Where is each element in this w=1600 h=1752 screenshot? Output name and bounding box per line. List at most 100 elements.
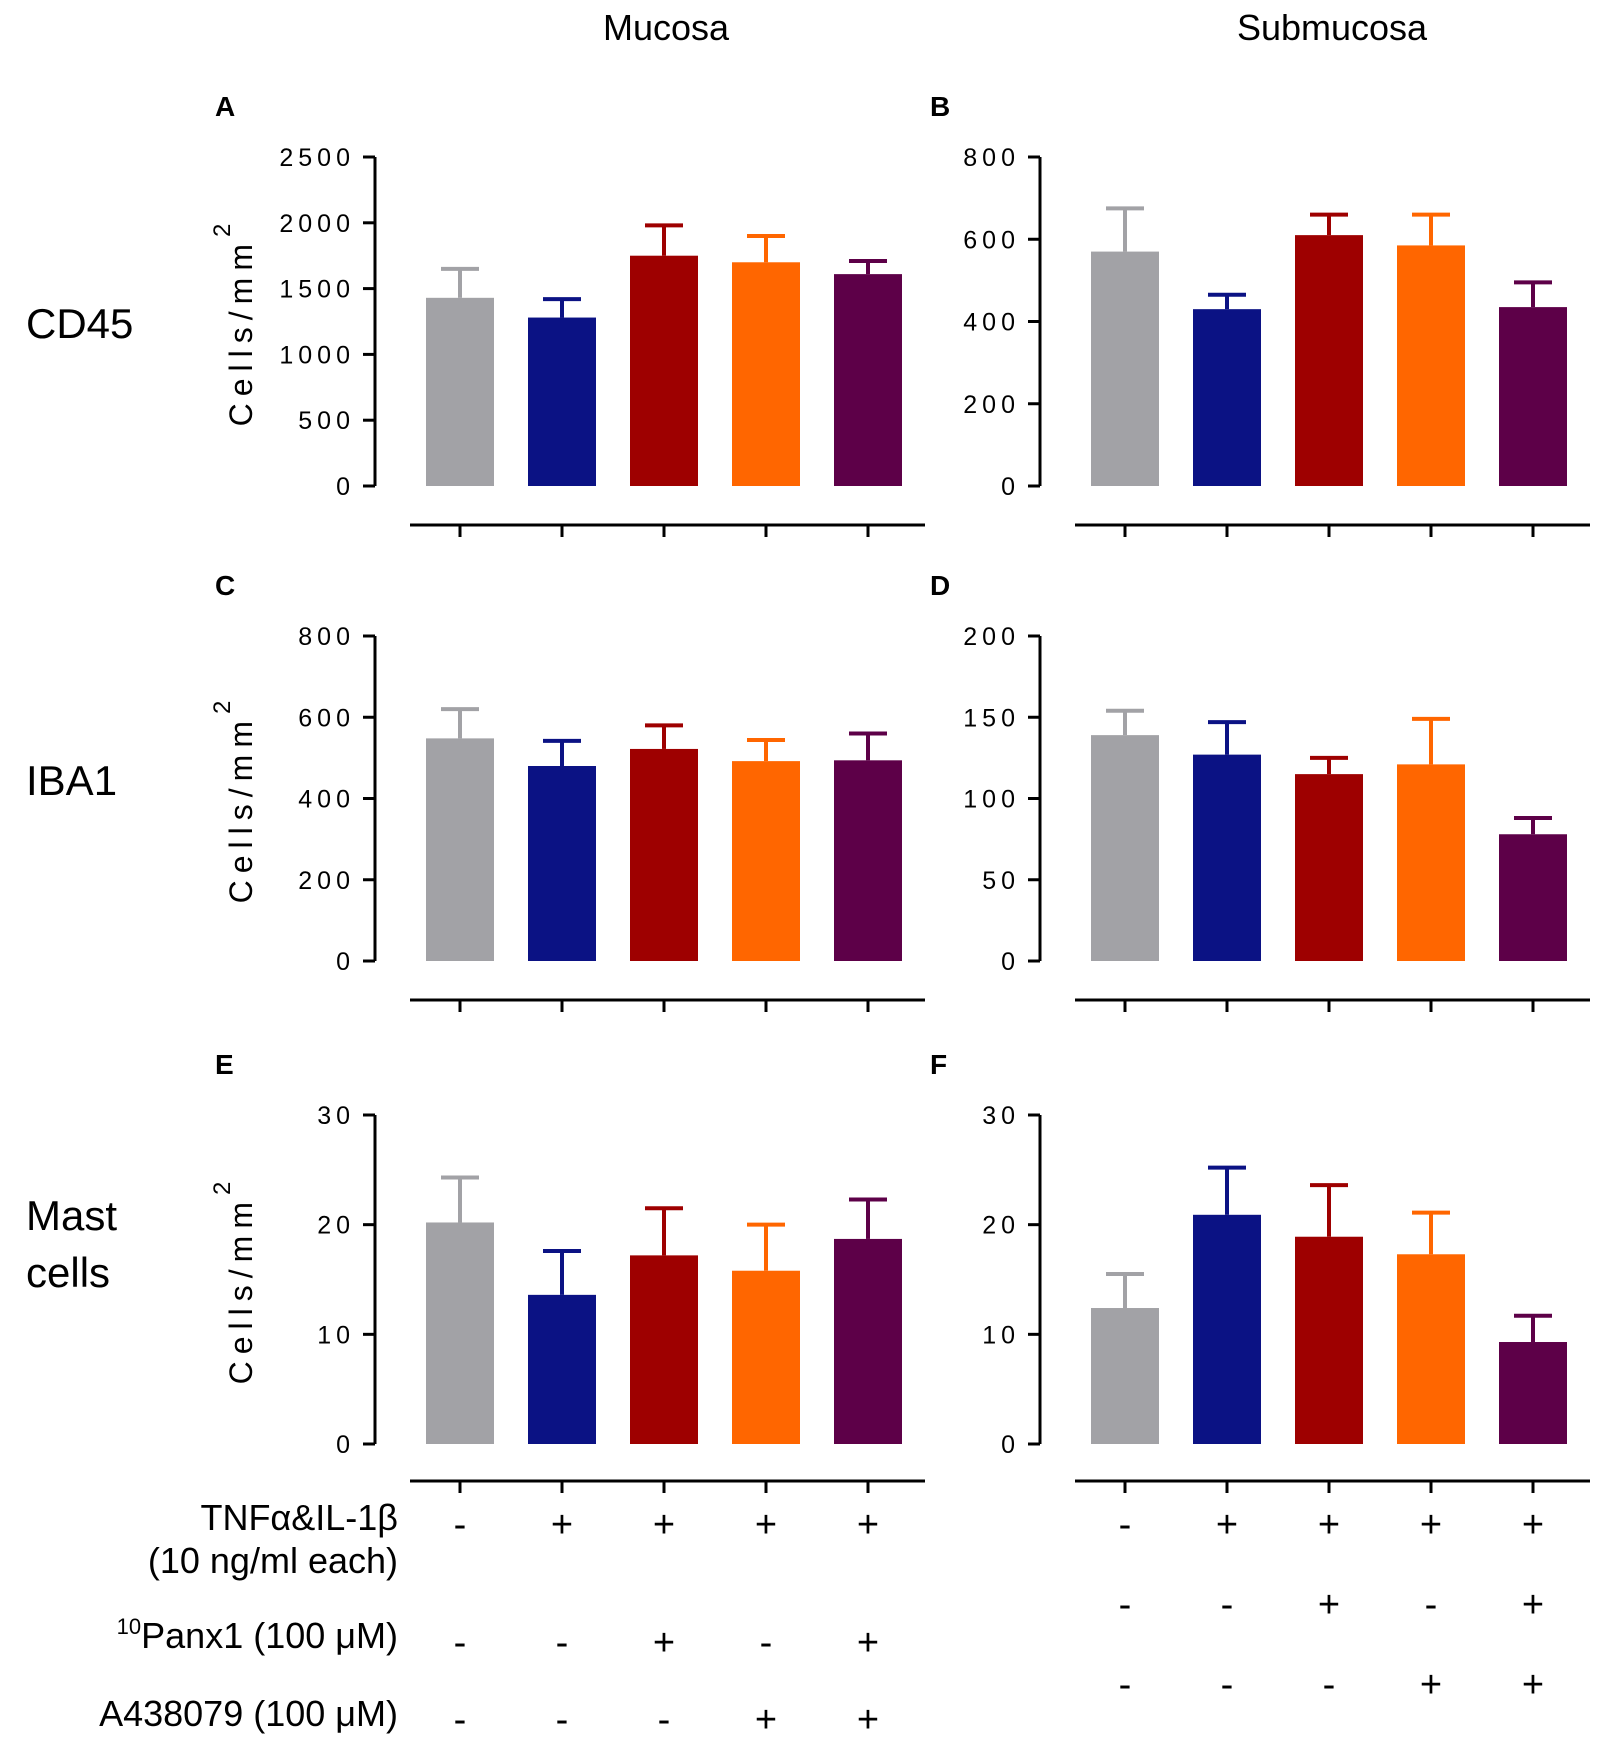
row-title-text: CD45	[26, 300, 133, 347]
y-tick-label: 150	[963, 704, 1020, 732]
bar	[1397, 245, 1465, 486]
treatment-sign: -	[1425, 1584, 1438, 1626]
treatment-sign: -	[556, 1699, 569, 1741]
treatment-sign: -	[1323, 1664, 1336, 1706]
treatment-label: TNFα&IL-1β	[200, 1497, 398, 1538]
treatment-sign: -	[1221, 1664, 1234, 1706]
treatment-sign: +	[1318, 1584, 1340, 1626]
bar	[630, 748, 698, 961]
y-tick-label: 2500	[279, 144, 355, 172]
treatment-table: TNFα&IL-1β(10 ng/ml each) 10Panx1 (100 μM…	[99, 1497, 1544, 1741]
treatment-sign: +	[653, 1622, 675, 1664]
y-tick-label: 2000	[279, 210, 355, 238]
bar	[426, 1222, 494, 1444]
row-title-text: Mast	[26, 1192, 117, 1239]
bar	[1295, 774, 1363, 961]
y-tick-label: 30	[317, 1102, 355, 1130]
treatment-sign: -	[454, 1699, 467, 1741]
y-tick-label: 800	[298, 623, 355, 651]
treatment-sign: -	[1119, 1664, 1132, 1706]
bar	[1193, 754, 1261, 961]
treatment-sign: +	[1522, 1664, 1544, 1706]
y-tick-label: 800	[963, 144, 1020, 172]
treatment-sign: +	[1318, 1504, 1340, 1546]
treatment-label: 10Panx1 (100 μM)	[117, 1614, 398, 1656]
bar	[528, 317, 596, 486]
y-tick-label: 20	[982, 1212, 1020, 1240]
bar	[1295, 1236, 1363, 1444]
y-tick-label: 0	[336, 948, 355, 976]
panel-label: B	[930, 91, 950, 122]
bar	[1193, 309, 1261, 486]
bar	[1499, 1342, 1567, 1444]
treatment-sign: -	[760, 1622, 773, 1664]
treatment-sign: +	[755, 1504, 777, 1546]
y-tick-label: 1500	[279, 276, 355, 304]
panel-a: A 0 500 1000 1500 2000 2500 Cells/mm2	[209, 91, 925, 537]
treatment-sign: -	[454, 1622, 467, 1664]
y-tick-label: 10	[317, 1321, 355, 1349]
treatment-sign: +	[1216, 1504, 1238, 1546]
y-tick-label: 400	[298, 786, 355, 814]
bar	[732, 1270, 800, 1444]
panel-d: D 0 50 100 150 200	[930, 570, 1590, 1012]
y-tick-label: 0	[1001, 473, 1020, 501]
y-tick-label: 1000	[279, 341, 355, 369]
panel-label: A	[215, 91, 235, 122]
treatment-sign: +	[857, 1504, 879, 1546]
treatment-sign: -	[454, 1504, 467, 1546]
y-tick-label: 50	[982, 867, 1020, 895]
bar	[834, 760, 902, 961]
column-title: Mucosa	[603, 7, 730, 48]
y-tick-label: 500	[298, 407, 355, 435]
bar	[1499, 834, 1567, 961]
y-tick-label: 10	[982, 1321, 1020, 1349]
bar	[630, 255, 698, 486]
y-tick-label: 400	[963, 309, 1020, 337]
bar	[630, 1255, 698, 1444]
panel-f: F 0 10 20 30	[930, 1049, 1590, 1493]
treatment-sign: +	[857, 1699, 879, 1741]
row-title: Mast cells	[26, 1192, 117, 1296]
treatment-sign: +	[1420, 1664, 1442, 1706]
bar	[528, 766, 596, 961]
column-title: Submucosa	[1237, 7, 1428, 48]
treatment-sign: -	[1221, 1584, 1234, 1626]
y-tick-label: 0	[336, 473, 355, 501]
y-tick-label: 600	[298, 704, 355, 732]
treatment-label: A438079 (100 μM)	[99, 1693, 398, 1734]
bar	[1091, 251, 1159, 486]
treatment-sign: +	[1522, 1504, 1544, 1546]
bar	[1397, 1254, 1465, 1444]
panel-label: D	[930, 570, 950, 601]
y-axis-title: Cells/mm2	[209, 1175, 259, 1385]
bar	[1193, 1214, 1261, 1444]
bar	[1397, 764, 1465, 961]
panel-e: E 0 10 20 30 Cells/mm2	[209, 1049, 925, 1493]
treatment-sign: -	[1119, 1584, 1132, 1626]
treatment-sign: +	[857, 1622, 879, 1664]
bar	[426, 297, 494, 486]
bar	[1091, 1308, 1159, 1444]
treatment-sign: -	[658, 1699, 671, 1741]
row-title: CD45	[26, 300, 133, 347]
y-tick-label: 200	[963, 623, 1020, 651]
y-tick-label: 200	[298, 867, 355, 895]
y-tick-label: 0	[1001, 948, 1020, 976]
y-tick-label: 0	[336, 1431, 355, 1459]
bar	[528, 1294, 596, 1444]
panel-label: C	[215, 570, 235, 601]
treatment-sign: +	[1420, 1504, 1442, 1546]
row-title: IBA1	[26, 757, 117, 804]
bar	[426, 738, 494, 961]
treatment-sign: -	[556, 1622, 569, 1664]
treatment-sign: +	[551, 1504, 573, 1546]
y-tick-label: 600	[963, 226, 1020, 254]
bar	[1499, 307, 1567, 486]
row-title-text: IBA1	[26, 757, 117, 804]
y-tick-label: 20	[317, 1212, 355, 1240]
treatment-sign: +	[653, 1504, 675, 1546]
bar	[732, 761, 800, 961]
bar	[1295, 235, 1363, 486]
